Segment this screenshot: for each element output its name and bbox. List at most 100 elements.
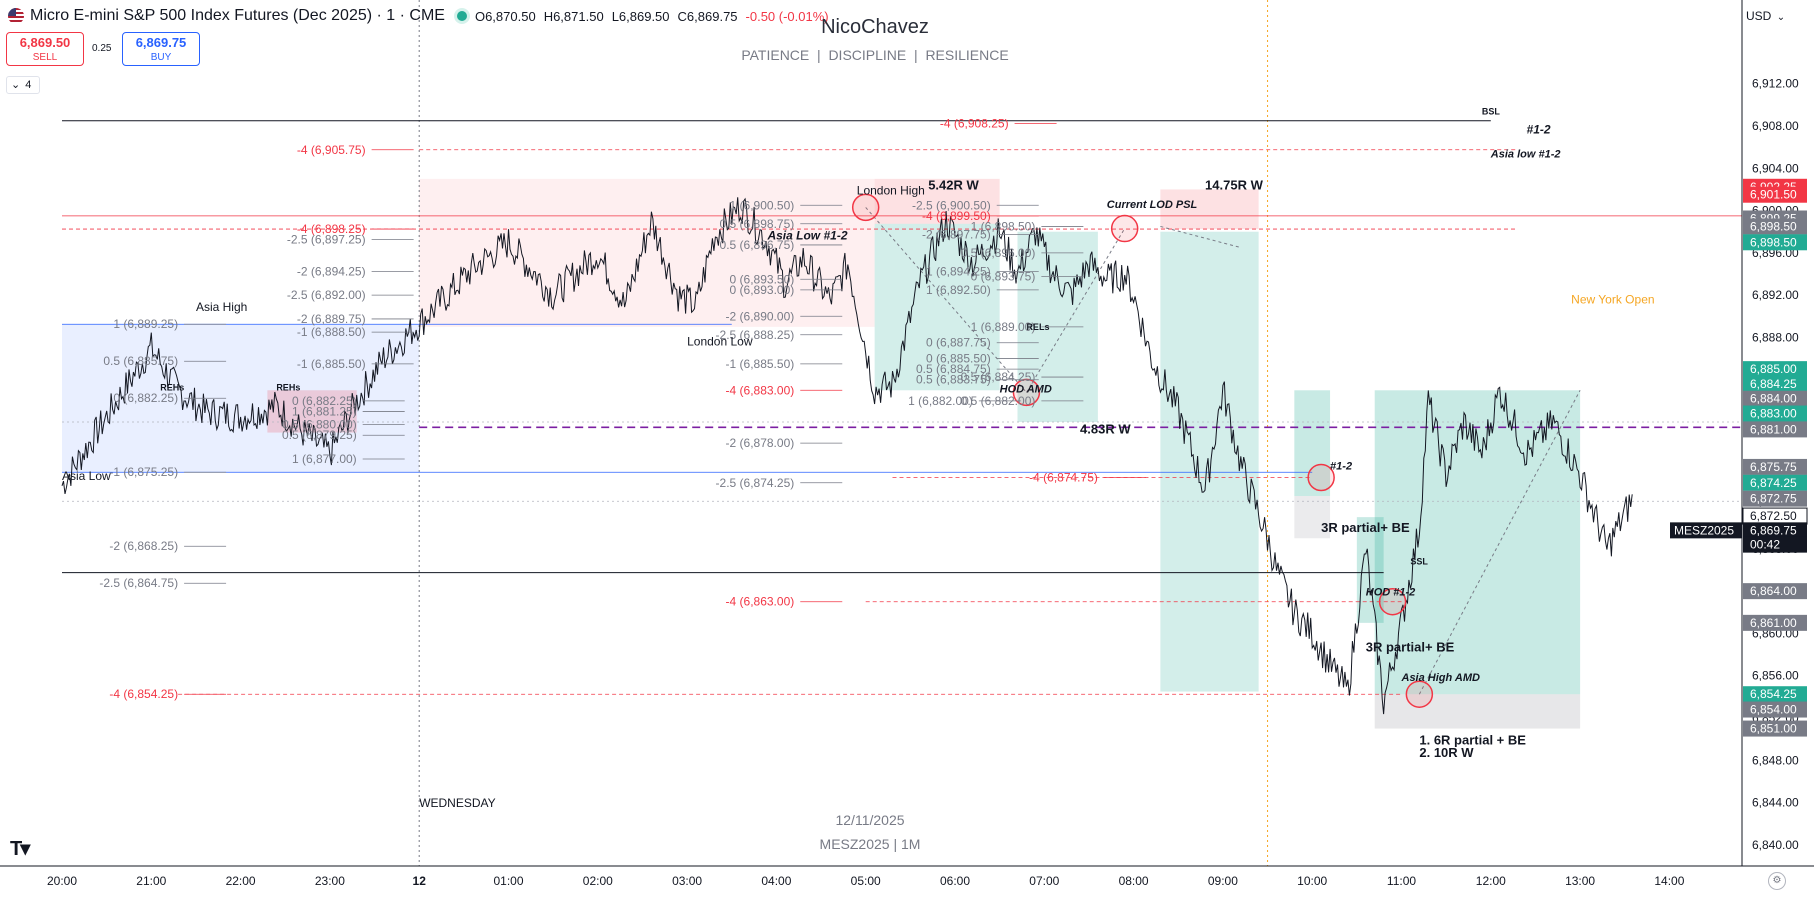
fib-level-label: -2 (6,878.00) (726, 436, 795, 450)
fib-level-label: -2 (6,894.25) (297, 264, 366, 278)
chart-annotation: HOD AMD (1000, 383, 1052, 395)
fib-level-label: 0.5 (6,884.75) (916, 362, 991, 376)
buy-button[interactable]: 6,869.75 BUY (122, 32, 200, 66)
chart-annotation: Asia Low #1-2 (766, 229, 847, 243)
price-badge (1743, 583, 1807, 600)
price-badge-label: 6,861.00 (1750, 616, 1797, 630)
fib-level-label: 1 (6,889.25) (113, 317, 178, 331)
price-badge (1743, 614, 1807, 631)
chart-annotation: London Low (687, 334, 753, 348)
time-axis-tick: 10:00 (1297, 874, 1327, 888)
stop-box-3 (1160, 189, 1259, 230)
chart-annotation: #1-2 (1527, 122, 1551, 136)
chart-annotation: 5.42R W (928, 177, 979, 192)
stop-box-1 (874, 178, 1000, 224)
price-badge-label: 6,864.00 (1750, 584, 1797, 598)
price-badge-label: 6,874.25 (1750, 476, 1797, 490)
fib-level-label: -4 (6,905.75) (297, 143, 366, 157)
series-label-bg (1670, 522, 1742, 539)
fib-level-label: -2.5 (6,888.25) (716, 328, 795, 342)
price-badge (1743, 234, 1807, 251)
fib-level-label: 0.5 (6,884.25) (961, 370, 1036, 384)
price-axis-tick: 6,904.00 (1752, 161, 1799, 175)
fib-level-label: 0 (6,882.25) (292, 394, 357, 408)
chart-annotation: 14.75R W (1205, 177, 1264, 192)
indicators-toggle[interactable]: ⌄ 4 (6, 76, 40, 94)
time-axis-tick: 22:00 (226, 874, 256, 888)
price-badge-label: 6,898.50 (1750, 219, 1797, 233)
tradingview-logo-icon[interactable]: T▾ (10, 838, 30, 860)
chart-annotation: 3R partial+ BE (1321, 520, 1410, 535)
spread-value: 0.25 (92, 43, 112, 54)
fib-level-label: 1 (6,881.25) (292, 404, 357, 418)
time-axis-tick: 12:00 (1476, 874, 1506, 888)
fib-level-label: -2.5 (6,864.75) (99, 576, 178, 590)
symbol-title[interactable]: Micro E-mini S&P 500 Index Futures (Dec … (30, 7, 445, 24)
currency-selector[interactable]: USD ⌄ (1746, 6, 1786, 26)
chevron-down-icon: ⌄ (1776, 12, 1786, 23)
fib-level-label: 0.5 (6,896.00) (961, 246, 1036, 260)
price-badge-label: 00:42 (1750, 538, 1780, 552)
time-axis-tick: 09:00 (1208, 874, 1238, 888)
price-axis-tick: 6,892.00 (1752, 288, 1799, 302)
price-badge (1743, 458, 1807, 475)
price-axis-tick: 6,912.00 (1752, 77, 1799, 91)
price-badge (1743, 375, 1807, 392)
chart-annotation: #1-2 (1330, 461, 1352, 473)
fib-level-label: 0 (6,882.25) (113, 391, 178, 405)
fib-level-label: 0.5 (6,896.75) (720, 238, 795, 252)
chart-annotation: 3R partial+ BE (1366, 639, 1455, 654)
settings-icon[interactable]: ⚙ (1768, 872, 1786, 890)
time-axis-tick: 23:00 (315, 874, 345, 888)
entry-marker-1 (1110, 214, 1139, 243)
time-axis-tick: 07:00 (1029, 874, 1059, 888)
fib-level-label: -1 (6,888.50) (297, 325, 366, 339)
chart-annotation: Asia low #1-2 (1490, 149, 1561, 161)
time-axis-tick: 11:00 (1387, 874, 1416, 888)
chart-header: Micro E-mini S&P 500 Index Futures (Dec … (0, 0, 829, 32)
fib-level-label: 1 (6,894.25) (926, 264, 991, 278)
fib-level-label: 0.5 (6,883.75) (916, 373, 991, 387)
time-axis-panel (0, 866, 1814, 894)
fib-level-label: -4 (6,874.75) (1029, 471, 1098, 485)
price-badge-label: 6,875.75 (1750, 460, 1797, 474)
fib-level-label: 1 (6,889.00) (971, 320, 1036, 334)
fib-level-label: 0 (6,887.75) (926, 336, 991, 350)
sell-button[interactable]: 6,869.50 SELL (6, 32, 84, 66)
fib-level-label: -4 (6,854.25) (109, 687, 178, 701)
fib-level-label: 0 (6,893.50) (730, 272, 795, 286)
series-label: MESZ2025 (1674, 523, 1734, 537)
fib-level-label: -4 (6,898.25) (297, 222, 366, 236)
chart-annotation: New York Open (1571, 293, 1654, 307)
price-axis-tick: 6,888.00 (1752, 330, 1799, 344)
trade-connector-2 (1160, 225, 1241, 249)
fib-level-label: 0.5 (6,879.25) (282, 428, 357, 442)
fib-level-label: -4 (6,883.00) (726, 383, 795, 397)
ohlc-open: O6,870.50 (474, 8, 536, 24)
price-badge (1743, 474, 1807, 491)
fib-level-label: 0 (6,893.00) (730, 283, 795, 297)
ohlc-high: H6,871.50 (543, 8, 604, 24)
fib-level-label: -2.5 (6,874.25) (716, 476, 795, 490)
fib-level-label: -4 (6,863.00) (726, 595, 795, 609)
entry-marker-3 (1307, 463, 1335, 492)
chart-annotation: RELs (1026, 322, 1049, 332)
fib-level-label: 1 (6,882.00) (908, 394, 973, 408)
entry-marker-4 (1378, 587, 1407, 616)
trade-connector-1 (1026, 228, 1126, 393)
fib-level-label: -2 (6,889.75) (297, 312, 366, 326)
price-badge-label: 6,898.50 (1750, 235, 1797, 249)
chart-annotation: Current LOD PSL (1107, 199, 1198, 211)
price-badge (1743, 720, 1807, 737)
fib-level-label: 1 (6,892.50) (926, 283, 991, 297)
price-axis-tick: 6,840.00 (1752, 838, 1799, 852)
chart-annotation: HOD #1-2 (1366, 586, 1416, 598)
chart-annotation: WEDNESDAY (419, 796, 495, 810)
chart-annotation: BSL (1482, 106, 1501, 116)
fib-level-label: 0.5 (6,885.75) (103, 354, 178, 368)
time-axis-tick: 05:00 (851, 874, 881, 888)
fib-level-label: -4 (6,899.50) (922, 209, 991, 223)
fib-level-label: 0 (6,893.75) (971, 270, 1036, 284)
price-badge (1743, 490, 1807, 507)
